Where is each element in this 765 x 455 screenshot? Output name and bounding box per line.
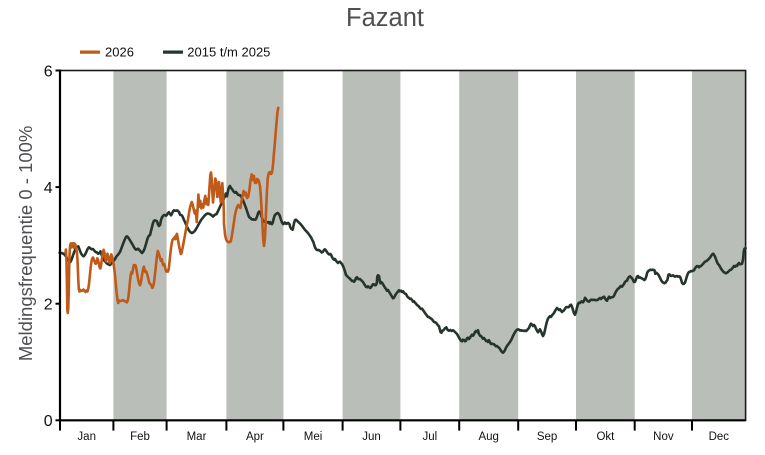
svg-text:6: 6 bbox=[44, 63, 53, 80]
svg-text:Jun: Jun bbox=[362, 431, 381, 443]
svg-text:Nov: Nov bbox=[653, 431, 674, 443]
svg-text:Fazant: Fazant bbox=[346, 4, 424, 32]
svg-text:4: 4 bbox=[44, 180, 53, 197]
svg-text:Feb: Feb bbox=[130, 431, 150, 443]
svg-text:Mar: Mar bbox=[187, 431, 207, 443]
svg-text:Dec: Dec bbox=[709, 431, 730, 443]
svg-text:2: 2 bbox=[44, 297, 53, 314]
svg-text:Aug: Aug bbox=[478, 431, 498, 443]
svg-text:Jul: Jul bbox=[422, 431, 437, 443]
svg-text:Mei: Mei bbox=[304, 431, 323, 443]
svg-text:0: 0 bbox=[44, 413, 53, 430]
svg-text:Okt: Okt bbox=[596, 431, 615, 443]
svg-text:Jan: Jan bbox=[77, 431, 96, 443]
svg-text:2026: 2026 bbox=[105, 45, 134, 60]
svg-text:Sep: Sep bbox=[537, 431, 557, 443]
svg-text:Apr: Apr bbox=[246, 431, 264, 443]
svg-text:2015 t/m 2025: 2015 t/m 2025 bbox=[187, 45, 270, 60]
svg-text:Meldingsfrequentie 0 - 100%: Meldingsfrequentie 0 - 100% bbox=[15, 126, 36, 362]
